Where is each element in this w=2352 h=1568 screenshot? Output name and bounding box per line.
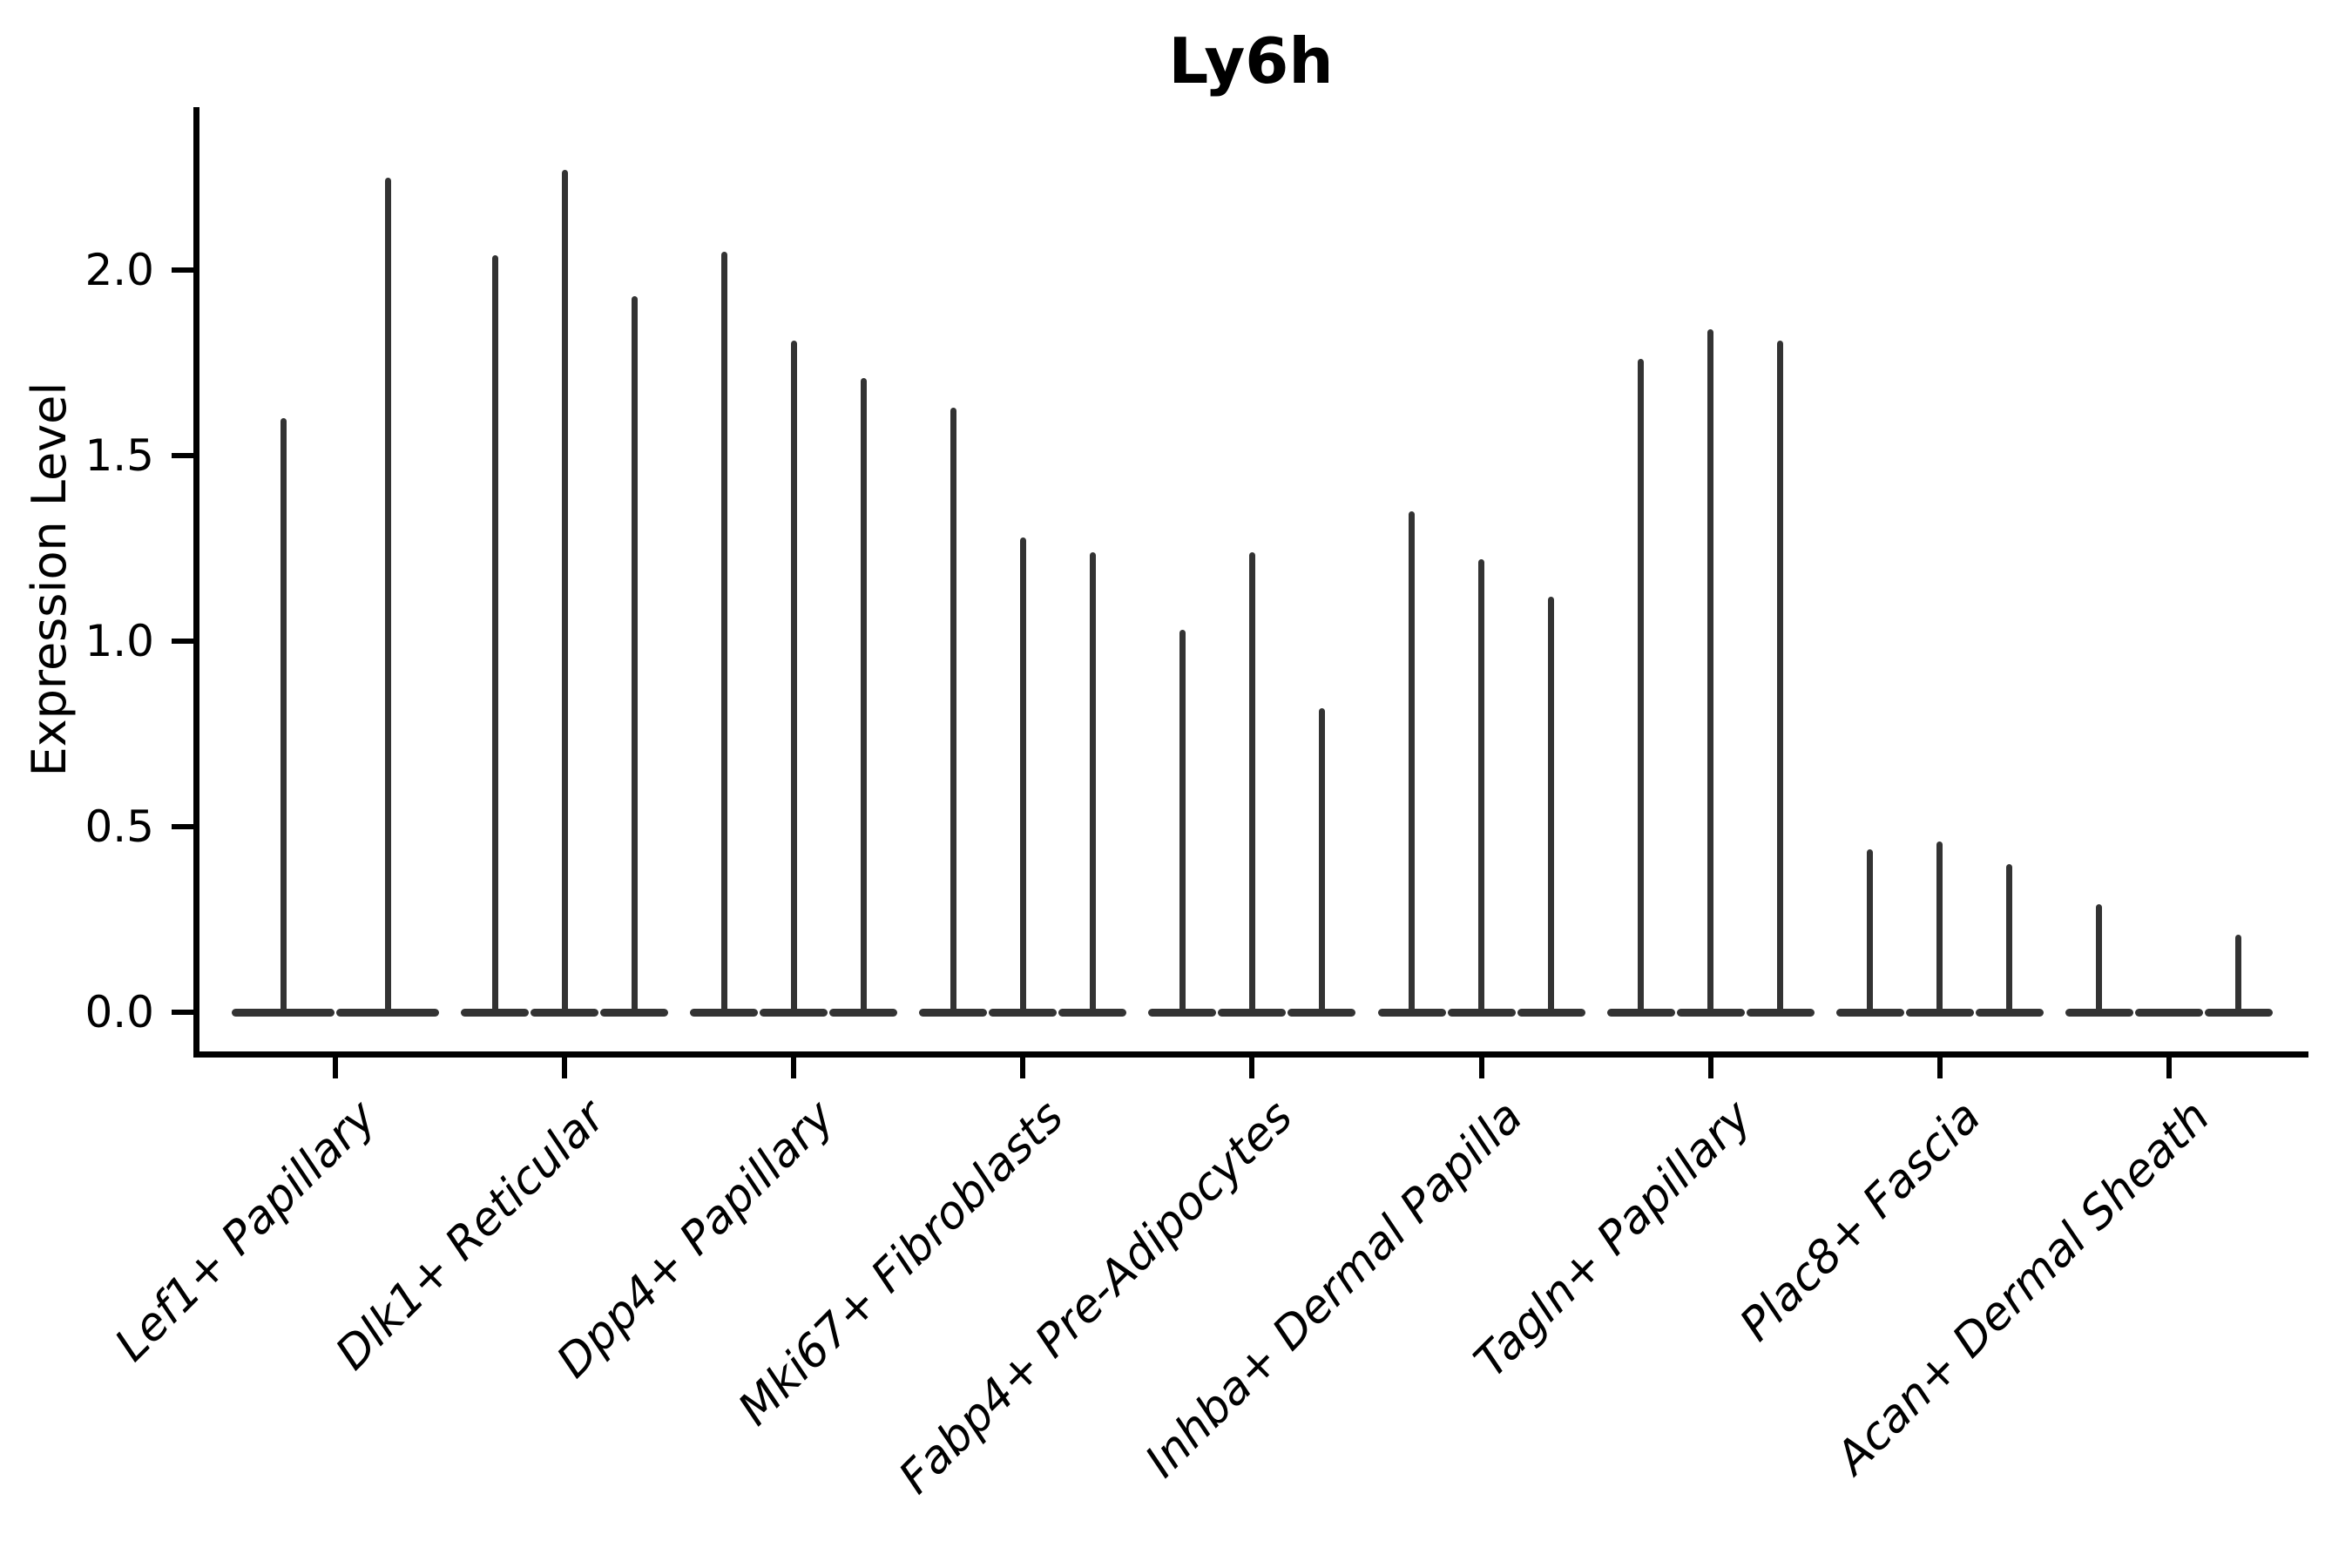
x-tick-mark [1249, 1058, 1255, 1078]
x-tick-mark [1478, 1058, 1484, 1078]
x-tick-mark [1020, 1058, 1026, 1078]
x-tick-label: Dlk1+ Reticular [326, 1091, 616, 1381]
violin-spike [1179, 630, 1186, 1015]
y-tick-label: 1.5 [84, 430, 154, 481]
chart-title: Ly6h [1168, 24, 1334, 98]
x-tick-label: Tagln+ Papillary [1463, 1091, 1762, 1389]
x-tick-label: Dpp4+ Papillary [547, 1091, 845, 1389]
violin-spike [491, 254, 498, 1015]
violin-spike [950, 407, 956, 1015]
violin-spike [1548, 596, 1554, 1015]
violin-spike [384, 177, 391, 1015]
violin-spike [1318, 707, 1325, 1015]
violin-spike [1019, 537, 1026, 1015]
violin-spike [280, 418, 287, 1015]
y-tick-label: 2.0 [84, 245, 154, 295]
violin-spike [2096, 904, 2103, 1015]
y-tick-label: 0.5 [84, 801, 154, 852]
violin-spike [1248, 551, 1255, 1015]
violin-spike [561, 169, 568, 1015]
violin-spike [1409, 510, 1415, 1015]
y-tick-mark [172, 267, 193, 273]
y-tick-mark [172, 639, 193, 644]
violin-spike [720, 251, 727, 1015]
violin-spike [1089, 551, 1096, 1015]
violin-spike [1638, 359, 1645, 1015]
x-tick-label: Plac8+ Fascia [1729, 1091, 1991, 1352]
violin-spike [790, 340, 797, 1015]
y-tick-mark [172, 1010, 193, 1015]
x-tick-mark [2166, 1058, 2172, 1078]
violin-spike [1707, 329, 1714, 1015]
y-tick-mark [172, 824, 193, 829]
violin-spike [2235, 934, 2242, 1015]
violin-spike [1777, 340, 1784, 1015]
violin-spike [1936, 841, 1943, 1015]
x-tick-label: Acan+ Dermal Sheath [1826, 1091, 2220, 1484]
x-tick-mark [1707, 1058, 1713, 1078]
x-tick-mark [333, 1058, 338, 1078]
x-axis-spine [193, 1051, 2308, 1058]
violin-spike [1478, 559, 1484, 1015]
x-tick-label: Mki67+ Fibroblasts [728, 1091, 1074, 1436]
y-axis-spine [193, 107, 199, 1058]
y-tick-label: 0.0 [84, 987, 154, 1037]
y-tick-label: 1.0 [84, 616, 154, 666]
x-tick-mark [791, 1058, 797, 1078]
violin-spike [631, 295, 638, 1015]
x-tick-label: Inhba+ Dermal Papilla [1135, 1091, 1532, 1488]
x-tick-mark [562, 1058, 568, 1078]
violin-base [2134, 1008, 2203, 1017]
x-tick-mark [1936, 1058, 1943, 1078]
violin-spike [1867, 848, 1874, 1015]
violin-spike [2006, 863, 2013, 1015]
violin-spike [860, 377, 867, 1015]
y-tick-mark [172, 453, 193, 458]
x-tick-label: Fabp4+ Pre-Adipocytes [889, 1091, 1303, 1504]
